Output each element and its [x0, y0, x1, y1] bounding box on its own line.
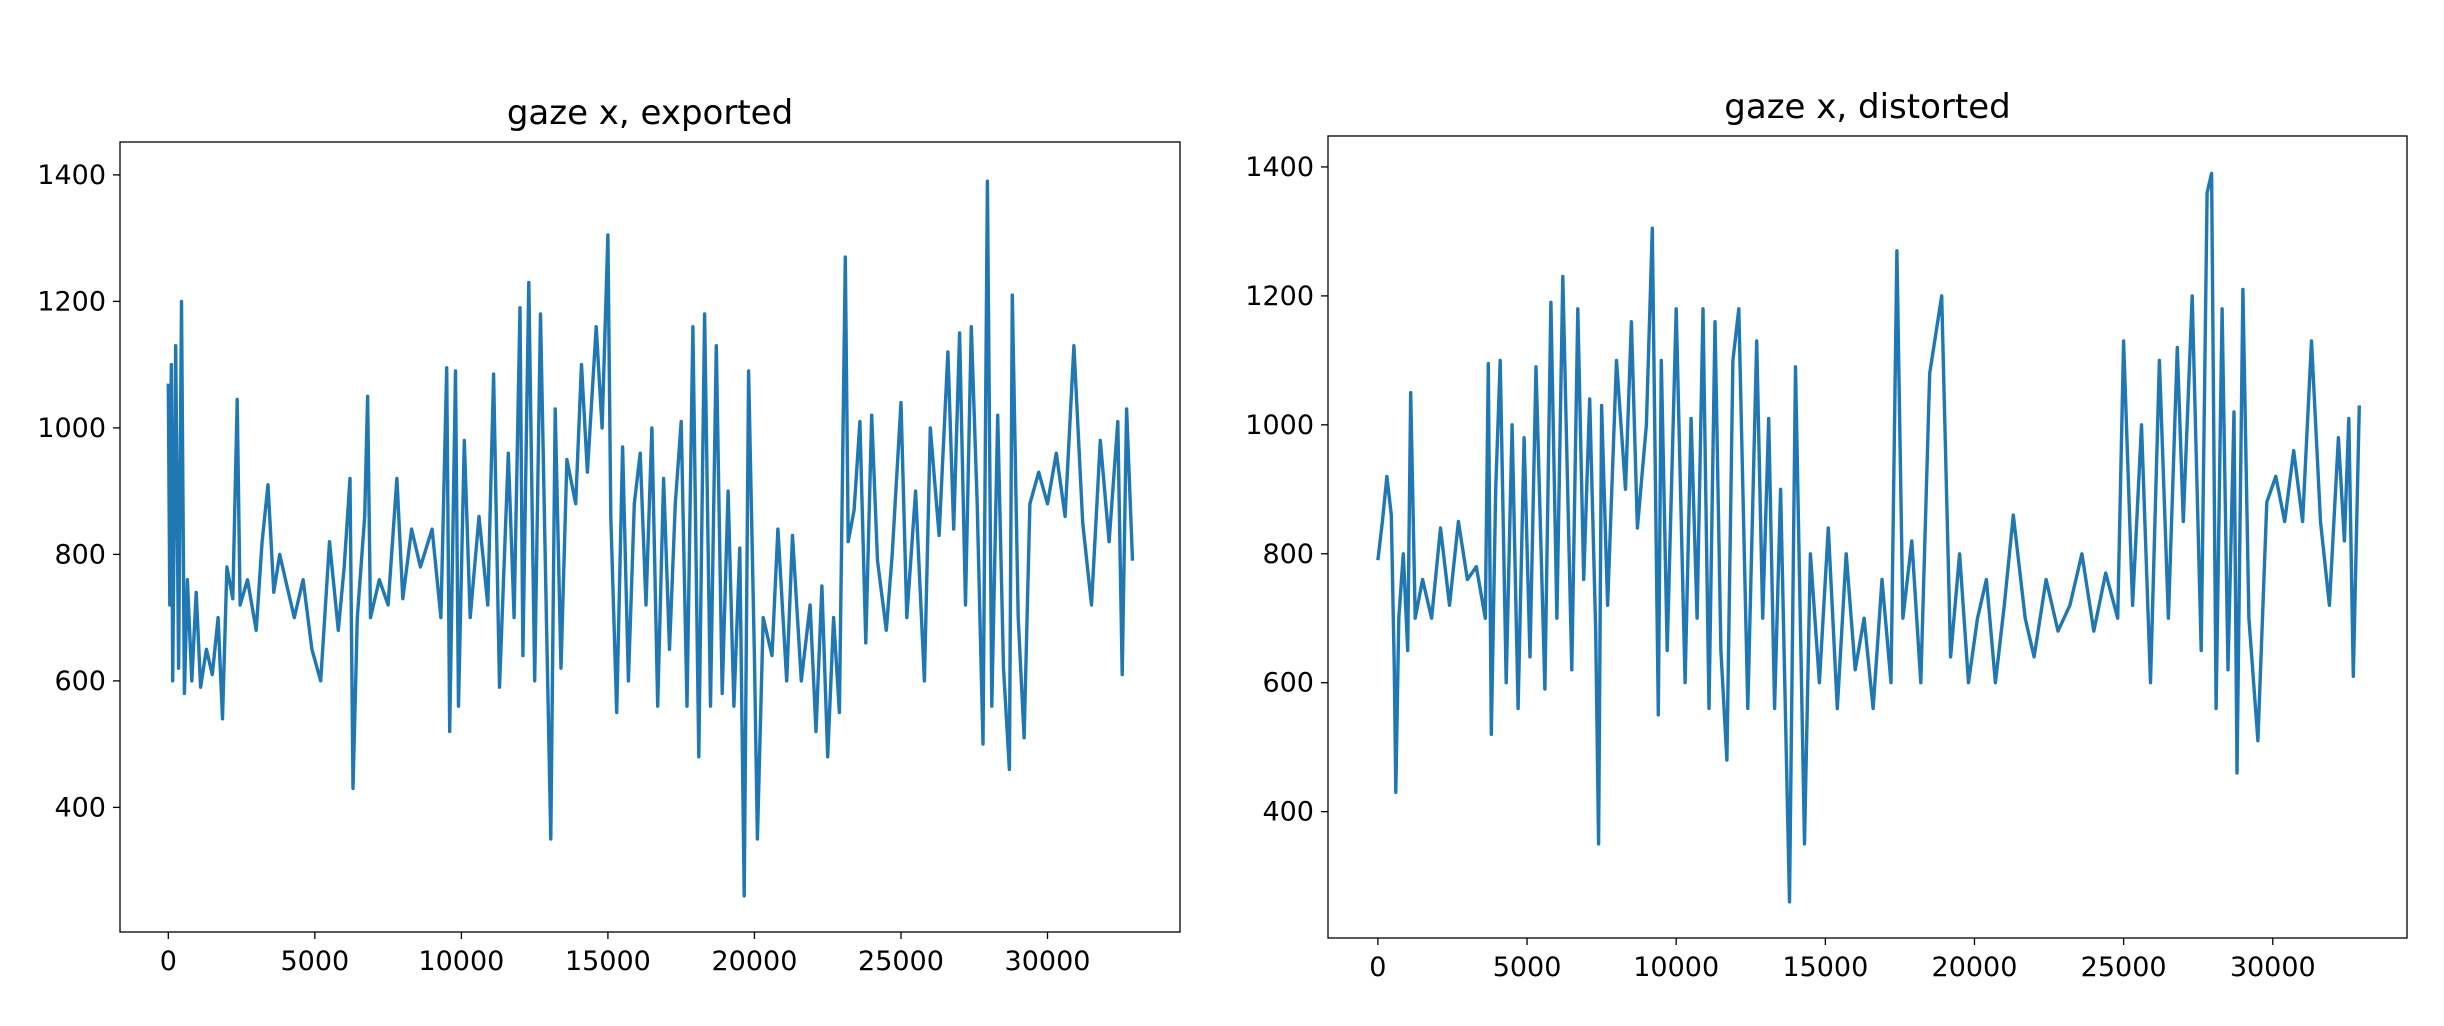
x-tick-label: 10000 [418, 946, 504, 977]
x-tick-label: 20000 [711, 946, 797, 977]
x-tick-label: 15000 [1782, 952, 1868, 983]
y-tick-label: 400 [1262, 797, 1314, 828]
x-tick-label: 25000 [858, 946, 944, 977]
x-tick-label: 5000 [280, 946, 349, 977]
chart-title: gaze x, exported [507, 93, 793, 133]
y-tick-label: 600 [1262, 668, 1314, 699]
y-tick-label: 800 [54, 539, 106, 570]
y-tick-label: 1000 [37, 413, 106, 444]
x-tick-label: 10000 [1633, 952, 1719, 983]
plot-frame [119, 141, 1181, 933]
data-line [166, 179, 1135, 898]
x-tick-label: 0 [160, 946, 177, 977]
x-tick-label: 15000 [565, 946, 651, 977]
y-tick-label: 1200 [1245, 281, 1314, 312]
y-tick-label: 1400 [1245, 152, 1314, 183]
y-tick-label: 400 [54, 792, 106, 823]
y-tick-label: 1000 [1245, 410, 1314, 441]
x-tick-label: 0 [1369, 952, 1386, 983]
y-tick-label: 1200 [37, 286, 106, 317]
y-tick-label: 800 [1262, 539, 1314, 570]
x-tick-label: 25000 [2081, 952, 2167, 983]
x-tick-label: 30000 [2230, 952, 2316, 983]
data-line [1376, 171, 2361, 904]
x-tick-label: 20000 [1932, 952, 2018, 983]
chart-title: gaze x, distorted [1724, 87, 2010, 127]
y-tick-label: 1400 [37, 160, 106, 191]
x-tick-label: 5000 [1493, 952, 1562, 983]
x-tick-label: 30000 [1005, 946, 1091, 977]
plot-frame [1327, 135, 2408, 939]
y-tick-label: 600 [54, 666, 106, 697]
